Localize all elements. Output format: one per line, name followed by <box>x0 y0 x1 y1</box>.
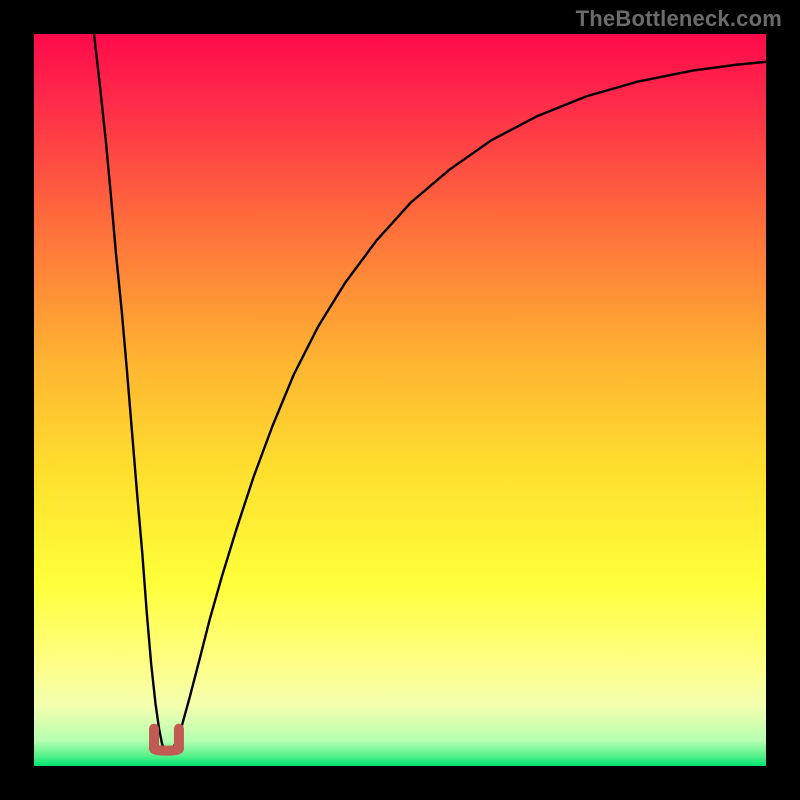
main-curve <box>94 34 766 751</box>
plot-area <box>34 34 766 766</box>
curve-layer <box>34 34 766 766</box>
watermark-text: TheBottleneck.com <box>576 6 782 32</box>
tip-marker <box>154 729 179 751</box>
plot-frame <box>30 30 770 770</box>
